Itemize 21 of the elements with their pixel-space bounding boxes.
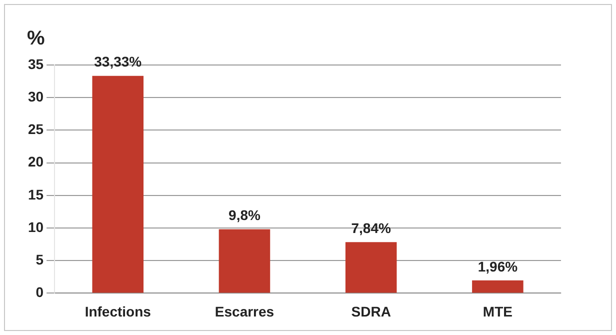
x-tick-label: MTE: [482, 303, 512, 320]
y-axis-title: %: [27, 28, 45, 50]
x-tick-label: Infections: [84, 303, 152, 320]
y-tick-label: 0: [36, 284, 44, 300]
y-tick-label: 30: [28, 88, 44, 104]
y-tick-label: 35: [28, 56, 44, 72]
data-label: 33,33%: [94, 54, 142, 70]
x-tick-label: Escarres: [214, 303, 274, 320]
y-tick-label: 20: [28, 154, 44, 170]
bar: [472, 280, 524, 293]
data-label: 9,8%: [228, 207, 261, 224]
bar: [345, 242, 397, 293]
y-tick-label: 15: [28, 186, 44, 202]
data-label: 7,84%: [351, 220, 392, 236]
bar: [92, 76, 144, 293]
y-tick-label: 10: [28, 218, 44, 235]
y-tick-label: 25: [28, 121, 44, 138]
x-tick-label: SDRA: [351, 303, 391, 320]
data-label: 1,96%: [478, 258, 518, 274]
y-tick-label: 5: [36, 251, 44, 268]
bar: [218, 229, 270, 293]
